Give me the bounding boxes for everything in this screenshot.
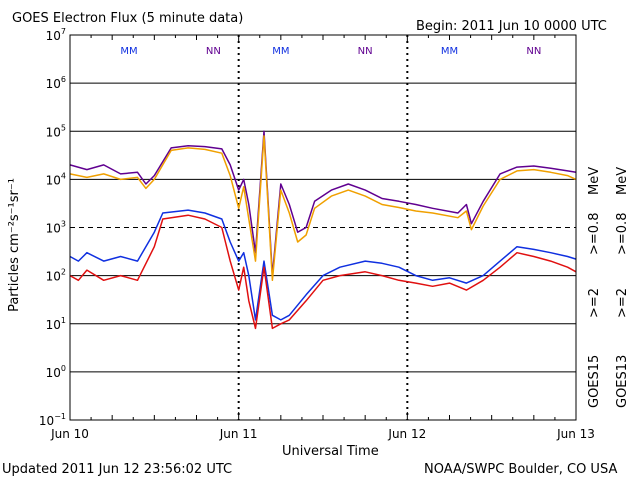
y-tick-label: 106 [46,75,66,91]
y-tick-label: 101 [46,316,66,332]
legend-goes15-08: >=0.8 [587,213,602,255]
x-tick-label: Jun 13 [556,427,595,441]
credit-label: NOAA/SWPC Boulder, CO USA [424,462,617,477]
begin-time-label: Begin: 2011 Jun 10 0000 UTC [416,19,607,34]
series-line [69,209,577,321]
y-tick-label: 107 [46,27,66,43]
legend-goes15: GOES15 [587,355,602,408]
y-tick-label: 103 [46,220,66,236]
x-axis-title: Universal Time [282,444,379,459]
event-marker: MM [120,46,137,57]
event-marker: MM [272,46,289,57]
chart-title: GOES Electron Flux (5 minute data) [12,11,243,26]
series-line [69,214,577,330]
event-marker: NN [206,46,221,57]
x-tick-label: Jun 12 [387,427,426,441]
legend-mev-b: MeV [615,167,630,195]
legend-goes15-2: >=2 [587,288,602,318]
legend-goes13: GOES13 [615,355,630,408]
series-lines [69,130,577,330]
updated-timestamp: Updated 2011 Jun 12 23:56:02 UTC [2,462,232,477]
gridlines [69,35,577,420]
y-tick-label: 104 [46,171,66,187]
legend-goes13-2: >=2 [615,288,630,318]
event-markers: MM NN MM NN MM NN [120,46,541,57]
y-tick-label: 102 [46,268,66,284]
y-tick-labels: 107 106 105 104 103 102 101 100 10−1 [39,27,66,428]
plot-frame [69,34,577,421]
y-tick-label: 105 [46,123,66,139]
y-tick-label: 10−1 [39,412,66,428]
y-axis-title: Particles cm⁻²s⁻¹sr⁻¹ [7,178,22,312]
series-line [69,135,577,282]
event-marker: NN [358,46,373,57]
x-tick-label: Jun 11 [219,427,258,441]
y-tick-label: 100 [46,364,66,380]
x-tick-labels: Jun 10 Jun 11 Jun 12 Jun 13 [50,427,595,441]
x-tick-label: Jun 10 [50,427,89,441]
legend-mev-a: MeV [587,167,602,195]
legend-goes13-08: >=0.8 [615,213,630,255]
series-line [69,130,577,277]
event-marker: MM [441,46,458,57]
event-marker: NN [526,46,541,57]
